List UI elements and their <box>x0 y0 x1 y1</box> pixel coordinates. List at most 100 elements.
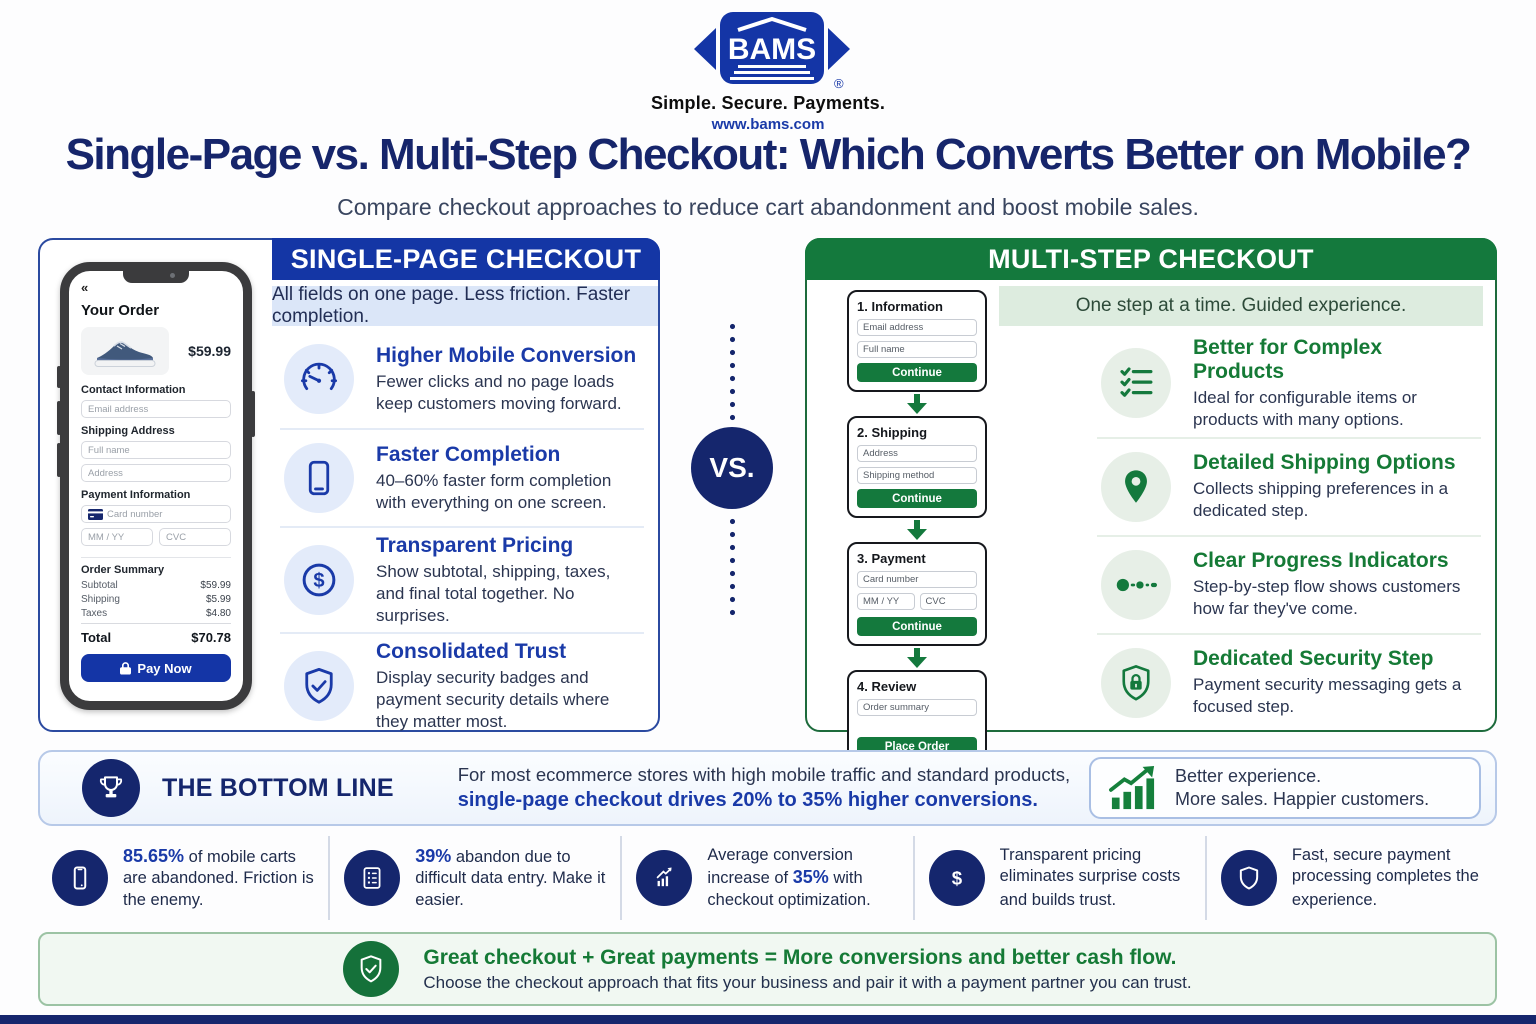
summary-label: Shipping <box>81 594 120 605</box>
benefit-line: More sales. Happier customers. <box>1175 789 1430 809</box>
card-number-field[interactable]: Card number <box>857 571 977 588</box>
flow-arrow-down-icon <box>847 392 987 416</box>
total-value: $70.78 <box>191 630 231 645</box>
step-card-payment: 3. Payment Card number MM / YY CVC Conti… <box>847 542 987 646</box>
single-page-panel: SINGLE-PAGE CHECKOUT All fields on one p… <box>38 238 660 732</box>
stat-highlight: 85.65% <box>123 846 185 867</box>
footer-subtitle: Choose the checkout approach that fits y… <box>423 972 1192 992</box>
payment-section-label: Payment Information <box>81 489 191 501</box>
feature-desc: Fewer clicks and no page loads keep cust… <box>376 371 622 413</box>
cvc-field[interactable]: CVC <box>919 593 977 610</box>
pay-now-button[interactable]: Pay Now <box>81 654 231 682</box>
stat-text: 85.65% of mobile carts are abandoned. Fr… <box>123 846 314 909</box>
total-row: Total $70.78 <box>81 623 231 645</box>
address-field[interactable]: Address <box>857 445 977 462</box>
pay-now-label: Pay Now <box>137 660 192 676</box>
full-name-field[interactable]: Full name <box>81 441 231 459</box>
multi-step-features: Better for Complex Products Ideal for co… <box>1097 330 1481 724</box>
feature-title: Better for Complex Products <box>1193 336 1383 383</box>
summary-row-shipping: Shipping $5.99 <box>81 594 231 605</box>
single-page-subheader: All fields on one page. Less friction. F… <box>272 284 658 327</box>
phone-notch <box>123 270 189 283</box>
feature-row: Higher Mobile Conversion Fewer clicks an… <box>280 330 644 428</box>
shipping-section-label: Shipping Address <box>81 425 175 437</box>
continue-button[interactable]: Continue <box>857 617 977 636</box>
feature-row: Faster Completion 40–60% faster form com… <box>280 428 644 526</box>
flow-arrow-down-icon <box>847 518 987 542</box>
stats-row: 85.65% of mobile carts are abandoned. Fr… <box>38 836 1497 920</box>
sneaker-icon <box>94 341 156 367</box>
feature-desc: Show subtotal, shipping, taxes, and fina… <box>376 562 611 625</box>
divider <box>81 557 231 558</box>
trophy-icon <box>82 759 140 817</box>
feature-desc: Ideal for configurable items or products… <box>1193 388 1417 429</box>
expiry-field[interactable]: MM / YY <box>857 593 915 610</box>
smartphone-icon <box>284 443 354 513</box>
product-row: $59.99 <box>81 327 231 375</box>
single-page-header: SINGLE-PAGE CHECKOUT <box>272 238 660 280</box>
bottom-accent-bar <box>0 1015 1536 1024</box>
email-field[interactable]: Email address <box>81 400 231 418</box>
brand-header: BAMS ® Simple. Secure. Payments. www.bam… <box>0 6 1536 133</box>
benefit-box: Better experience. More sales. Happier c… <box>1089 757 1481 819</box>
mobile-icon <box>52 850 108 906</box>
card-number-field[interactable]: Card number <box>81 505 231 523</box>
footer-title: Great checkout + Great payments = More c… <box>423 945 1177 969</box>
back-icon[interactable]: « <box>81 280 89 295</box>
feature-title: Detailed Shipping Options <box>1193 451 1456 475</box>
email-field[interactable]: Email address <box>857 319 977 336</box>
dollar-circle-icon: $ <box>284 545 354 616</box>
bottom-line-intro: For most ecommerce stores with high mobi… <box>457 764 1071 785</box>
speedometer-icon <box>284 344 354 414</box>
dollar-icon: $ <box>928 850 985 906</box>
brand-tagline: Simple. Secure. Payments. <box>650 93 886 113</box>
step-title: 2. Shipping <box>857 425 928 440</box>
feature-row: Detailed Shipping Options Collects shipp… <box>1097 436 1481 535</box>
summary-label: Taxes <box>81 608 108 619</box>
bottom-line-bar: THE BOTTOM LINE For most ecommerce store… <box>38 750 1497 826</box>
phone-side-button <box>57 443 61 477</box>
multi-step-panel: MULTI-STEP CHECKOUT One step at a time. … <box>805 238 1497 766</box>
step-title: 4. Review <box>857 679 917 694</box>
feature-row: Dedicated Security Step Payment security… <box>1097 632 1481 731</box>
svg-text:$: $ <box>951 867 962 888</box>
order-summary-label: Order Summary <box>81 564 165 576</box>
page-title: Single-Page vs. Multi-Step Checkout: Whi… <box>65 130 1472 179</box>
address-field[interactable]: Address <box>81 464 231 482</box>
shield-check-icon <box>343 941 400 997</box>
stat-text: Fast, secure payment processing complete… <box>1291 846 1479 909</box>
growth-chart-icon <box>1109 765 1155 810</box>
full-name-field[interactable]: Full name <box>857 341 977 358</box>
shield-lock-icon <box>1101 647 1171 718</box>
feature-row: $ Transparent Pricing Show subtotal, shi… <box>280 526 644 632</box>
phone-side-button <box>57 401 61 435</box>
continue-button[interactable]: Continue <box>857 363 977 382</box>
vs-divider: VS. <box>690 320 774 616</box>
multi-step-subheader: One step at a time. Guided experience. <box>999 286 1483 326</box>
summary-value: $5.99 <box>205 594 231 605</box>
product-image <box>81 327 169 375</box>
footer-bar: Great checkout + Great payments = More c… <box>38 932 1497 1006</box>
order-summary-field[interactable]: Order summary <box>857 699 977 716</box>
progress-dots-icon <box>1101 549 1171 620</box>
cvc-field[interactable]: CVC <box>159 528 231 546</box>
dotted-line <box>729 515 735 616</box>
feature-desc: Display security badges and payment secu… <box>376 668 610 731</box>
feature-desc: Payment security messaging gets a focuse… <box>1193 675 1462 716</box>
svg-text:$: $ <box>313 570 324 592</box>
total-label: Total <box>81 630 112 645</box>
brand-website-link[interactable]: www.bams.com <box>711 116 825 133</box>
shipping-method-field[interactable]: Shipping method <box>857 467 977 484</box>
stat-item: Fast, secure payment processing complete… <box>1204 836 1497 920</box>
single-page-features: Higher Mobile Conversion Fewer clicks an… <box>280 330 644 731</box>
stat-item: Average conversion increase of 35% with … <box>620 836 912 920</box>
feature-desc: Collects shipping preferences in a dedic… <box>1193 479 1449 520</box>
credit-card-icon <box>88 508 103 520</box>
stat-text: Average conversion increase of 35% with … <box>707 846 871 909</box>
feature-row: Clear Progress Indicators Step-by-step f… <box>1097 534 1481 633</box>
feature-row: Consolidated Trust Display security badg… <box>280 632 644 738</box>
expiry-field[interactable]: MM / YY <box>81 528 153 546</box>
feature-title: Transparent Pricing <box>376 534 574 557</box>
dotted-line <box>729 320 735 421</box>
continue-button[interactable]: Continue <box>857 489 977 508</box>
